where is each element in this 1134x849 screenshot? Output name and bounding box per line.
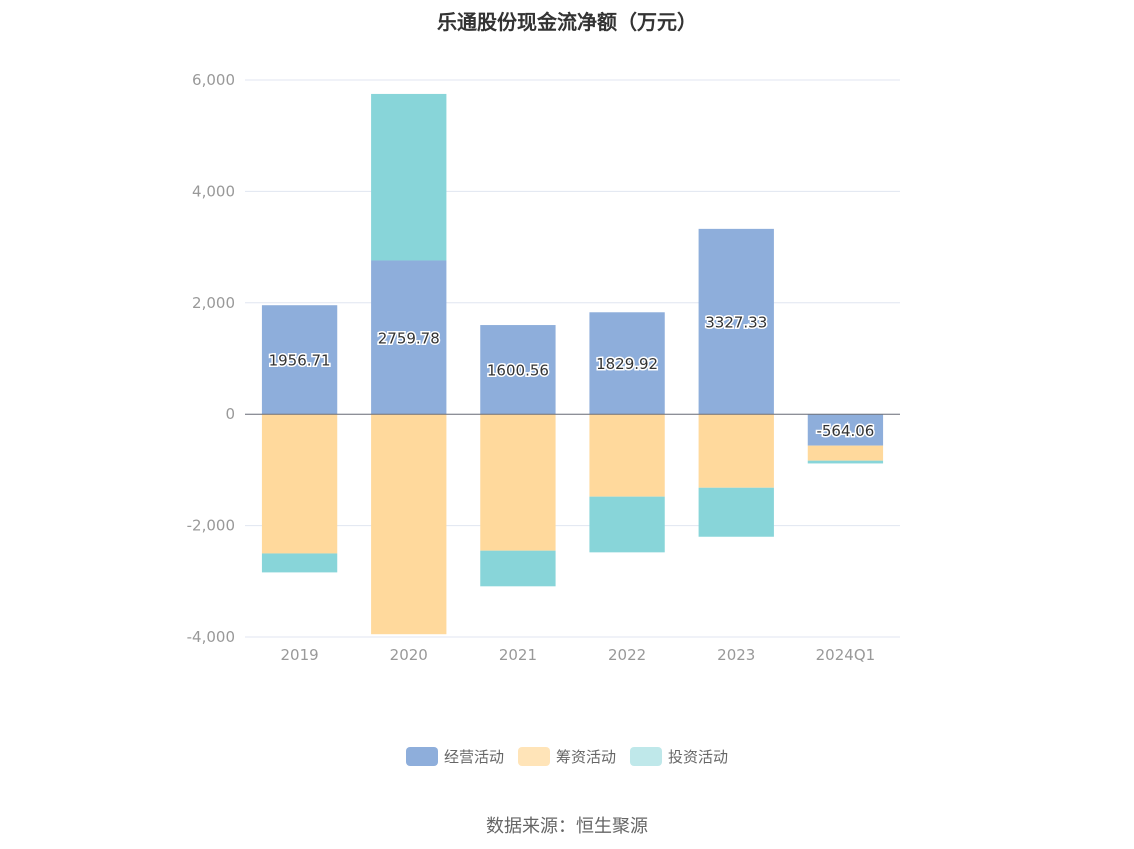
bar-2021-series-2 — [480, 550, 556, 587]
legend-item-financing[interactable]: 筹资活动 — [517, 746, 616, 767]
legend-label-financing: 筹资活动 — [555, 748, 616, 766]
legend-label-investing: 投资活动 — [668, 748, 729, 766]
bar-2021-series-0 — [480, 325, 556, 415]
bar-2019-series-1 — [261, 414, 338, 554]
y-tick-label: 6,000 — [192, 71, 235, 89]
x-tick-label: 2022 — [608, 646, 646, 664]
bar-2024Q1-series-1 — [807, 445, 884, 461]
bar-2024Q1-series-0 — [807, 414, 884, 446]
bar-2019-series-2 — [261, 553, 338, 573]
bar-2022-series-0 — [589, 312, 665, 415]
bar-2023-series-0 — [698, 228, 774, 415]
bar-2020-series-1 — [371, 414, 447, 635]
legend-swatch-operating — [405, 747, 438, 766]
bar-2019-series-0 — [261, 305, 338, 415]
data-label: 1600.56 — [487, 362, 549, 380]
legend-swatch-investing — [630, 747, 662, 766]
bar-2022-series-2 — [589, 496, 665, 553]
legend: 经营活动 筹资活动 投资活动 — [0, 746, 1134, 767]
data-label: 1956.71 — [269, 352, 331, 370]
x-tick-label: 2023 — [717, 646, 755, 664]
data-label: 1829.92 — [596, 355, 658, 373]
data-label: -564.06 — [816, 422, 874, 440]
legend-item-investing[interactable]: 投资活动 — [630, 746, 728, 767]
y-tick-label: 0 — [225, 405, 235, 423]
y-tick-label: -4,000 — [187, 628, 235, 646]
x-tick-label: 2021 — [499, 646, 537, 664]
legend-item-operating[interactable]: 经营活动 — [405, 746, 504, 767]
bar-2021-series-1 — [480, 414, 556, 551]
bar-2022-series-1 — [589, 414, 665, 497]
chart-title: 乐通股份现金流净额（万元） — [437, 10, 697, 34]
x-tick-label: 2020 — [390, 646, 428, 664]
source-note: 数据来源：恒生聚源 — [486, 816, 648, 837]
bar-2024Q1-series-2 — [807, 460, 884, 464]
y-tick-label: 4,000 — [192, 182, 235, 200]
bar-2020-series-2 — [371, 93, 447, 261]
x-tick-label: 2019 — [280, 646, 318, 664]
data-label: 2759.78 — [378, 329, 440, 347]
data-label: 3327.33 — [705, 314, 767, 332]
x-tick-label: 2024Q1 — [816, 646, 876, 664]
y-tick-label: -2,000 — [187, 517, 235, 535]
legend-label-operating: 经营活动 — [443, 748, 504, 766]
bar-2023-series-2 — [698, 487, 774, 537]
bar-2023-series-1 — [698, 414, 774, 488]
legend-swatch-financing — [517, 747, 550, 766]
y-tick-label: 2,000 — [192, 294, 235, 312]
bar-2020-series-0 — [371, 260, 447, 415]
